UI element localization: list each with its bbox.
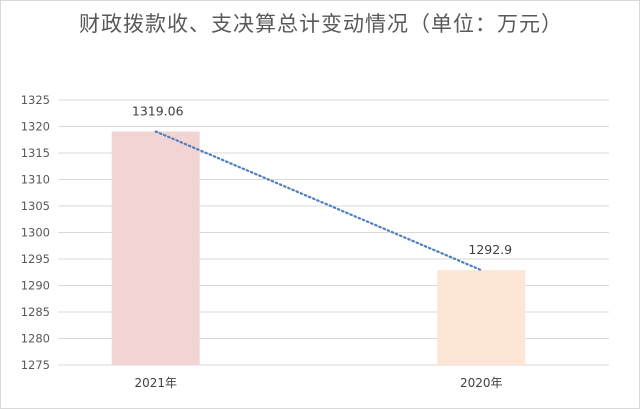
data-label: 1292.9 <box>468 242 512 257</box>
trendline <box>154 130 483 272</box>
y-tick-label: 1320 <box>21 120 50 134</box>
x-category-label: 2021年 <box>134 376 177 390</box>
y-tick-label: 1280 <box>21 332 50 346</box>
bar <box>111 131 200 365</box>
y-tick-label: 1275 <box>21 358 50 372</box>
y-tick-label: 1285 <box>21 305 50 319</box>
chart-title: 财政拨款收、支决算总计变动情况（单位：万元） <box>79 12 563 36</box>
y-tick-label: 1315 <box>21 146 50 160</box>
data-label: 1319.06 <box>132 103 184 118</box>
y-tick-label: 1325 <box>21 93 50 107</box>
y-tick-label: 1310 <box>21 173 50 187</box>
y-tick-label: 1290 <box>21 279 50 293</box>
y-tick-label: 1300 <box>21 226 50 240</box>
y-tick-label: 1295 <box>21 252 50 266</box>
y-tick-label: 1305 <box>21 199 50 213</box>
bar <box>437 270 526 365</box>
x-category-label: 2020年 <box>460 376 503 390</box>
